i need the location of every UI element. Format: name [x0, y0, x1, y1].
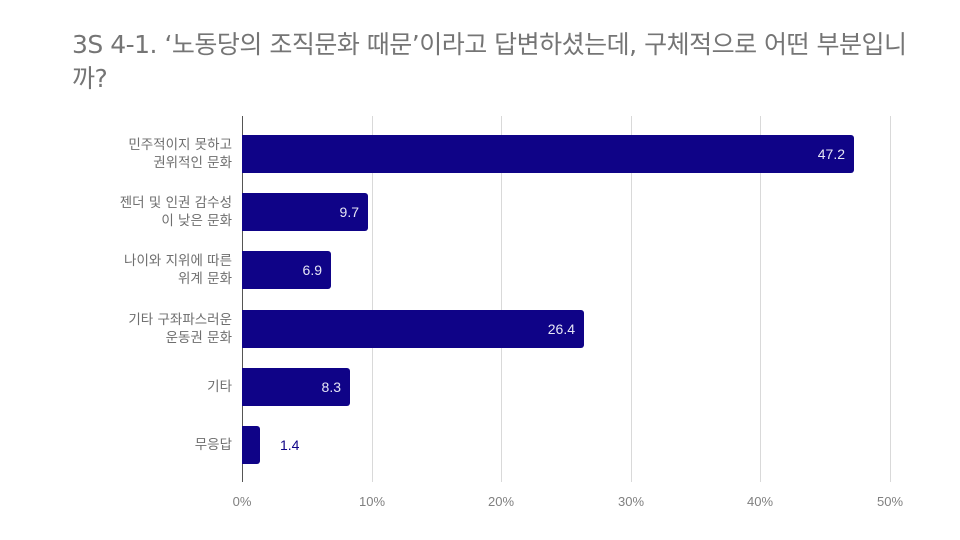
bar — [242, 426, 260, 464]
bar-value-label: 1.4 — [280, 437, 300, 453]
bar — [242, 135, 854, 173]
gridline — [501, 116, 502, 482]
bar-value-label: 9.7 — [339, 204, 359, 220]
x-tick-label: 30% — [617, 494, 645, 509]
bar — [242, 251, 331, 289]
x-tick-label: 20% — [487, 494, 515, 509]
x-tick-label: 40% — [746, 494, 774, 509]
bar — [242, 310, 584, 348]
category-label: 무응답 — [194, 437, 232, 453]
gridline — [760, 116, 761, 482]
chart-title: 3S 4-1. ‘노동당의 조직문화 때문’이라고 답변하셨는데, 구체적으로 … — [72, 30, 907, 93]
bar-value-label: 6.9 — [302, 262, 322, 278]
x-tick-label: 10% — [358, 494, 386, 509]
x-tick-label: 50% — [876, 494, 904, 509]
bar-value-label: 26.4 — [547, 321, 575, 337]
bar — [242, 193, 368, 231]
category-label: 민주적이지 못하고 권위적인 문화 — [128, 137, 232, 171]
y-axis-line — [242, 116, 243, 482]
gridline — [372, 116, 373, 482]
category-label: 기타 — [207, 379, 232, 395]
bar-value-label: 47.2 — [817, 146, 845, 162]
category-label: 젠더 및 인권 감수성 이 낮은 문화 — [119, 195, 232, 229]
x-tick-label: 0% — [232, 494, 252, 509]
gridline — [890, 116, 891, 482]
gridline — [631, 116, 632, 482]
category-label: 기타 구좌파스러운 운동권 문화 — [128, 312, 232, 346]
bar-value-label: 8.3 — [321, 379, 341, 395]
bar — [242, 368, 350, 406]
category-label: 나이와 지위에 따른 위계 문화 — [124, 253, 232, 287]
